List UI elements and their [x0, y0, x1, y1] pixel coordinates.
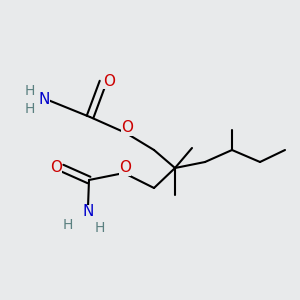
Text: O: O — [119, 160, 131, 175]
Text: H: H — [63, 218, 73, 232]
Text: H: H — [95, 221, 105, 235]
Text: O: O — [103, 74, 115, 88]
Text: O: O — [50, 160, 62, 175]
Text: H: H — [25, 102, 35, 116]
Text: H: H — [25, 84, 35, 98]
Text: O: O — [121, 121, 133, 136]
Text: N: N — [38, 92, 50, 107]
Text: N: N — [82, 205, 94, 220]
